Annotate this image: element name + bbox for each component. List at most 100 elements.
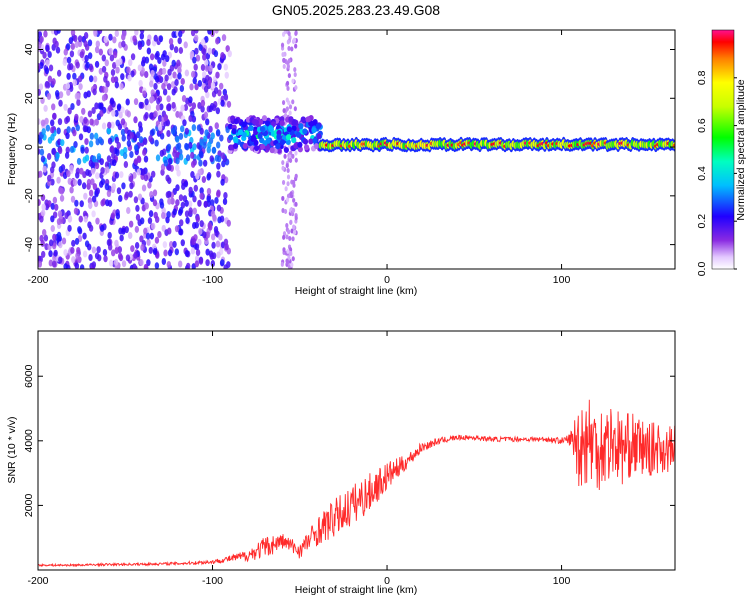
heatmap-cell: [133, 144, 139, 152]
heatmap-cell: [218, 82, 224, 90]
snr-frame: [37, 330, 676, 571]
heatmap-cell: [216, 251, 221, 259]
heatmap-cell: [204, 64, 210, 72]
heatmap-cell: [146, 47, 152, 55]
heatmap-cell: [176, 169, 181, 177]
heatmap-cell: [69, 186, 74, 194]
heatmap-cell: [149, 53, 155, 61]
heatmap-cell: [56, 69, 62, 77]
heatmap-cell: [116, 103, 122, 111]
heatmap-cell: [279, 120, 285, 127]
heatmap-cell: [231, 128, 237, 135]
heatmap-cell: [175, 184, 180, 192]
heatmap-cell: [257, 132, 263, 139]
bottom-y-ticks: 2000 4000 6000: [23, 364, 675, 517]
heatmap-cell: [122, 152, 128, 160]
heatmap-cell: [287, 73, 291, 79]
heatmap-cell: [287, 31, 291, 37]
heatmap-cell: [45, 59, 50, 67]
heatmap-cell: [190, 160, 196, 168]
heatmap-cell: [83, 116, 88, 124]
heatmap-cell: [169, 43, 174, 51]
heatmap-cell: [178, 132, 184, 140]
heatmap-cell: [139, 235, 144, 243]
heatmap-cell: [292, 37, 297, 43]
heatmap-cell: [280, 261, 284, 267]
heatmap-cell: [85, 61, 90, 69]
heatmap-cell: [171, 88, 176, 96]
heatmap-cell: [199, 192, 204, 200]
heatmap-cell: [57, 210, 63, 218]
heatmap-cell: [291, 207, 296, 213]
heatmap-cell: [294, 157, 298, 163]
heatmap-cell: [88, 189, 94, 197]
heatmap-cell: [207, 47, 212, 55]
heatmap-cell: [288, 236, 292, 242]
heatmap-cell: [137, 43, 143, 51]
heatmap-cell: [91, 261, 97, 269]
heatmap-cell: [91, 155, 97, 163]
heatmap-cell: [77, 35, 83, 43]
heatmap-cell: [44, 80, 50, 88]
heatmap-cell: [53, 249, 58, 257]
heatmap-cell: [157, 57, 162, 65]
heatmap-cell: [179, 219, 184, 227]
heatmap-cell: [287, 264, 291, 269]
heatmap-cell: [58, 91, 64, 99]
heatmap-cell: [172, 208, 177, 216]
heatmap-cell: [66, 88, 71, 96]
heatmap-cell: [72, 179, 78, 187]
heatmap-cell: [180, 104, 185, 112]
heatmap-cell: [104, 59, 109, 67]
heatmap-cell: [168, 240, 174, 248]
heatmap-cell: [71, 256, 76, 264]
heatmap-cell: [191, 238, 197, 246]
heatmap-cell: [217, 63, 222, 71]
heatmap-cell: [194, 243, 200, 251]
heatmap-cell: [65, 146, 70, 154]
heatmap-cell: [132, 35, 137, 43]
heatmap-cell: [46, 152, 52, 160]
heatmap-cell: [281, 160, 285, 166]
heatmap-cell: [291, 179, 296, 185]
heatmap-cell: [154, 139, 159, 147]
heatmap-cell: [107, 121, 112, 129]
heatmap-cell: [48, 64, 54, 72]
heatmap-cell: [57, 118, 63, 126]
heatmap-cell: [114, 136, 120, 144]
heatmap-cell: [94, 162, 100, 170]
heatmap-cell: [290, 228, 294, 234]
heatmap-cell: [83, 32, 89, 40]
heatmap-cell: [195, 54, 201, 62]
heatmap-cell: [141, 168, 146, 176]
heatmap-cell: [114, 171, 120, 179]
heatmap-cell: [64, 151, 70, 159]
heatmap-cell: [288, 104, 293, 110]
snr-series-line: [38, 399, 675, 568]
heatmap-cell: [82, 250, 88, 258]
heatmap-cell: [224, 243, 229, 251]
heatmap-cell: [160, 163, 166, 171]
heatmap-cell: [49, 166, 55, 174]
heatmap-cell: [282, 58, 286, 64]
heatmap-cell: [40, 239, 45, 247]
heatmap-cell: [96, 153, 102, 161]
heatmap-cell: [166, 143, 172, 151]
heatmap-cell: [133, 116, 138, 124]
heatmap-cell: [286, 181, 290, 187]
heatmap-cell: [121, 40, 126, 48]
heatmap-cell: [95, 217, 100, 225]
heatmap-cell: [40, 119, 46, 127]
heatmap-cell: [215, 240, 221, 248]
heatmap-cell: [38, 147, 41, 155]
heatmap-cell: [89, 132, 95, 140]
heatmap-cell: [72, 129, 77, 137]
heatmap-cell: [65, 132, 70, 140]
heatmap-cell: [208, 250, 214, 258]
heatmap-cell: [86, 90, 91, 98]
heatmap-cell: [302, 138, 309, 145]
heatmap-cell: [110, 121, 115, 129]
heatmap-cell: [159, 103, 164, 111]
heatmap-cell: [74, 199, 79, 207]
heatmap-cell: [194, 260, 200, 268]
